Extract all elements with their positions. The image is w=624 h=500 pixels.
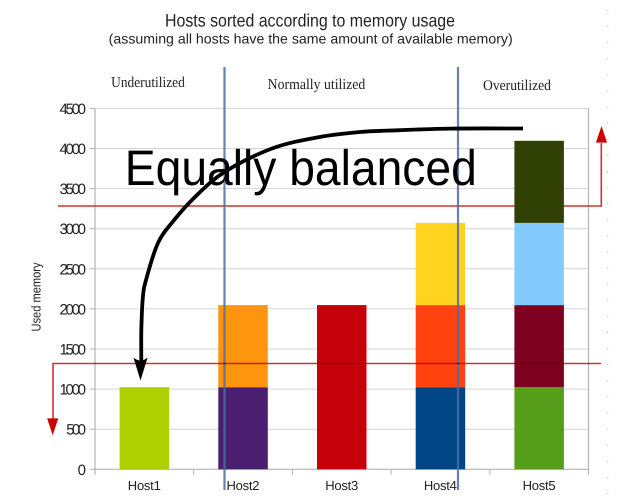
svg-text:2500: 2500 [60, 261, 87, 278]
svg-text:Host3: Host3 [325, 478, 358, 493]
svg-text:Hosts sorted according to memo: Hosts sorted according to memory usage [165, 10, 455, 30]
svg-text:3500: 3500 [60, 181, 87, 198]
svg-text:Host1: Host1 [128, 478, 161, 493]
svg-text:Underutilized: Underutilized [111, 75, 185, 91]
svg-text:Host5: Host5 [523, 478, 556, 493]
svg-text:0: 0 [78, 462, 86, 479]
svg-text:Host2: Host2 [227, 478, 260, 493]
svg-text:1500: 1500 [60, 342, 87, 359]
svg-text:(assuming all hosts have the s: (assuming all hosts have the same amount… [109, 31, 513, 47]
svg-text:4500: 4500 [60, 101, 87, 118]
svg-text:Normally utilized: Normally utilized [268, 77, 366, 93]
svg-text:Overutilized: Overutilized [483, 78, 551, 94]
svg-text:4000: 4000 [60, 141, 87, 158]
svg-text:500: 500 [66, 422, 86, 439]
svg-text:2000: 2000 [60, 301, 87, 318]
svg-text:1000: 1000 [60, 382, 87, 399]
svg-text:Used memory: Used memory [29, 262, 44, 331]
svg-text:3000: 3000 [60, 221, 87, 238]
svg-text:Equally balanced: Equally balanced [125, 140, 477, 196]
svg-text:Host4: Host4 [424, 478, 457, 493]
